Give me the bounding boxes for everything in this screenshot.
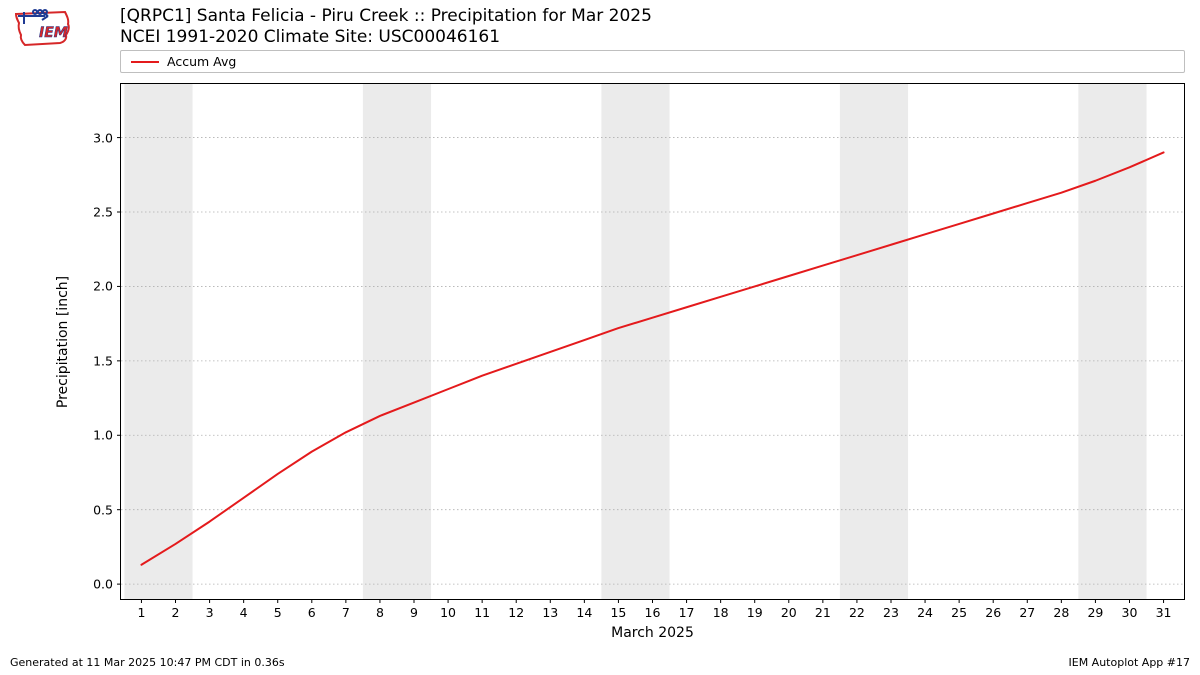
- legend-swatch: [131, 61, 159, 63]
- xtick-label: 9: [410, 605, 418, 620]
- xtick-label: 4: [240, 605, 248, 620]
- ytick-label: 2.5: [93, 205, 113, 220]
- ytick-label: 2.0: [93, 279, 113, 294]
- xtick-label: 27: [1019, 605, 1035, 620]
- xtick-label: 16: [645, 605, 661, 620]
- xtick-label: 7: [342, 605, 350, 620]
- xtick-label: 23: [883, 605, 899, 620]
- iem-logo: IEM: [10, 6, 80, 51]
- xtick-label: 24: [917, 605, 933, 620]
- plot-svg: [121, 84, 1184, 599]
- x-axis-label: March 2025: [611, 625, 694, 641]
- weekend-band: [124, 84, 192, 599]
- weekend-band: [1078, 84, 1146, 599]
- ytick-label: 3.0: [93, 130, 113, 145]
- xtick-label: 22: [849, 605, 865, 620]
- xtick-label: 14: [576, 605, 592, 620]
- weekend-band: [840, 84, 908, 599]
- xtick-label: 1: [137, 605, 145, 620]
- xtick-label: 12: [508, 605, 524, 620]
- xtick-label: 29: [1087, 605, 1103, 620]
- footer-generated: Generated at 11 Mar 2025 10:47 PM CDT in…: [10, 656, 285, 669]
- legend: Accum Avg: [120, 50, 1185, 73]
- xtick-label: 20: [781, 605, 797, 620]
- xtick-label: 5: [274, 605, 282, 620]
- xtick-label: 28: [1053, 605, 1069, 620]
- xtick-label: 30: [1122, 605, 1138, 620]
- ytick-label: 1.5: [93, 353, 113, 368]
- xtick-label: 21: [815, 605, 831, 620]
- footer-appid: IEM Autoplot App #17: [1069, 656, 1191, 669]
- ytick-label: 1.0: [93, 428, 113, 443]
- plot-area: Precipitation [inch] March 2025 0.00.51.…: [120, 83, 1185, 600]
- ytick-label: 0.0: [93, 577, 113, 592]
- xtick-label: 6: [308, 605, 316, 620]
- y-axis-label: Precipitation [inch]: [55, 275, 71, 407]
- xtick-label: 11: [474, 605, 490, 620]
- xtick-label: 10: [440, 605, 456, 620]
- logo-text: IEM: [39, 25, 68, 41]
- legend-label: Accum Avg: [167, 54, 236, 69]
- chart-title: [QRPC1] Santa Felicia - Piru Creek :: Pr…: [120, 6, 652, 49]
- title-line-2: NCEI 1991-2020 Climate Site: USC00046161: [120, 27, 652, 48]
- xtick-label: 2: [172, 605, 180, 620]
- ytick-label: 0.5: [93, 502, 113, 517]
- chart-container: Accum Avg Precipitation [inch] March 202…: [120, 50, 1185, 645]
- xtick-label: 26: [985, 605, 1001, 620]
- weekend-band: [601, 84, 669, 599]
- xtick-label: 17: [679, 605, 695, 620]
- xtick-label: 13: [542, 605, 558, 620]
- xtick-label: 15: [610, 605, 626, 620]
- xtick-label: 31: [1156, 605, 1172, 620]
- weekend-band: [363, 84, 431, 599]
- xtick-label: 19: [747, 605, 763, 620]
- xtick-label: 18: [713, 605, 729, 620]
- xtick-label: 3: [206, 605, 214, 620]
- xtick-label: 8: [376, 605, 384, 620]
- station-icon: [18, 10, 48, 24]
- title-line-1: [QRPC1] Santa Felicia - Piru Creek :: Pr…: [120, 6, 652, 27]
- xtick-label: 25: [951, 605, 967, 620]
